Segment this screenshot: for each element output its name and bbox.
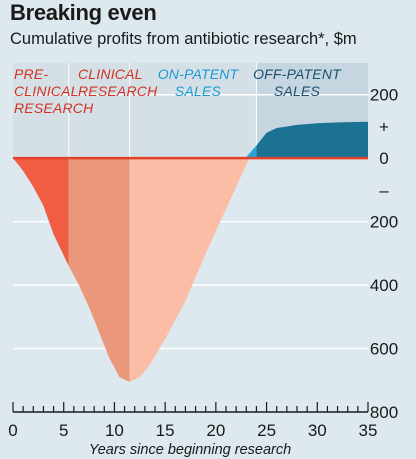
y-tick-label-4: 200 xyxy=(370,213,398,232)
chart-subtitle: Cumulative profits from antibiotic resea… xyxy=(10,30,357,48)
x-tick-label-25: 25 xyxy=(257,421,276,440)
phase-label-3-line-1: SALES xyxy=(274,83,321,99)
y-tick-label-0: 200 xyxy=(370,86,398,105)
x-tick-label-35: 35 xyxy=(359,421,378,440)
phase-label-0-line-2: RESEARCH xyxy=(14,100,94,116)
phase-band-0 xyxy=(13,63,69,159)
phase-label-1-line-0: CLINICAL xyxy=(78,66,143,82)
x-tick-label-5: 5 xyxy=(59,421,68,440)
phase-label-0-line-1: CLINICAL xyxy=(14,83,79,99)
phase-label-0-line-0: PRE- xyxy=(14,66,48,82)
chart-title: Breaking even xyxy=(10,0,157,25)
x-tick-label-10: 10 xyxy=(105,421,124,440)
y-tick-label-2: 0 xyxy=(379,149,388,168)
area-on-patent-sales xyxy=(129,145,257,382)
y-tick-label-7: 800 xyxy=(370,403,398,422)
phase-label-1-line-1: RESEARCH xyxy=(78,83,158,99)
x-tick-label-0: 0 xyxy=(8,421,17,440)
y-tick-label-1: + xyxy=(379,117,389,136)
area-off-patent-sales xyxy=(256,121,368,159)
area-clinical-research xyxy=(68,158,130,382)
phase-band-2 xyxy=(129,63,257,159)
y-tick-label-5: 400 xyxy=(370,276,398,295)
x-tick-label-15: 15 xyxy=(156,421,175,440)
phase-label-3-line-0: OFF-PATENT xyxy=(253,66,342,82)
y-tick-label-6: 600 xyxy=(370,340,398,359)
x-tick-label-30: 30 xyxy=(308,421,327,440)
area-pre-clinical-research xyxy=(13,158,69,267)
phase-band-1 xyxy=(68,63,130,159)
phase-label-2-line-0: ON-PATENT xyxy=(158,66,240,82)
y-tick-label-3: – xyxy=(379,181,389,200)
phase-label-2-line-1: SALES xyxy=(175,83,222,99)
area-breakeven-crossing xyxy=(245,145,257,159)
x-axis-title: Years since beginning research xyxy=(89,442,291,458)
x-tick-label-20: 20 xyxy=(206,421,225,440)
